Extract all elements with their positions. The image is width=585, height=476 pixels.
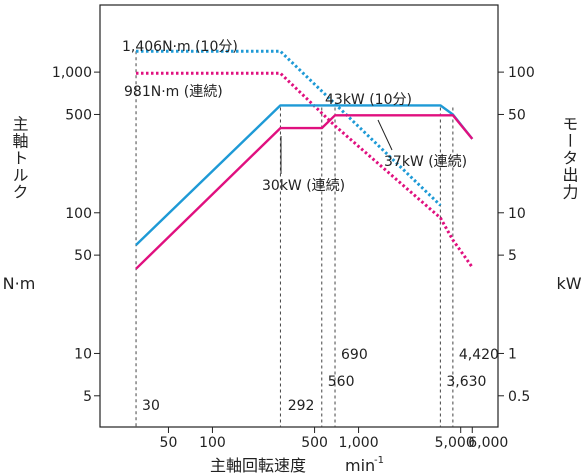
left-tick-label-2: 50 (74, 248, 92, 264)
left-tick-label-0: 5 (83, 389, 92, 405)
x-tick-label-4: 5,000 (435, 435, 475, 451)
reference-speed-label-4: 3,630 (446, 374, 486, 390)
left-axis-unit: N·m (3, 274, 36, 293)
reference-speed-label-3: 690 (341, 347, 368, 363)
right-tick-label-2: 5 (508, 248, 517, 264)
reference-speed-labels: 30 292 560 690 3,630 4,420 (142, 347, 499, 414)
series-line-1 (136, 71, 474, 269)
annotation-power-37kw: 37kW (連続) (384, 153, 467, 170)
x-tick-label-5: 6,000 (468, 435, 508, 451)
right-tick-label-4: 50 (508, 107, 526, 123)
x-axis-label: 主軸回転速度 (210, 456, 306, 475)
x-tick-label-3: 1,000 (339, 435, 379, 451)
reference-speed-lines (135, 51, 454, 427)
reference-speed-label-5: 4,420 (459, 347, 499, 363)
left-tick-label-1: 10 (74, 346, 92, 362)
right-tick-label-1: 1 (508, 346, 517, 362)
right-tick-label-0: 0.5 (508, 389, 530, 405)
left-axis-title: 主軸トルク N·m (3, 116, 36, 294)
x-tick-label-2: 500 (301, 435, 328, 451)
annotation-power-30kw: 30kW (連続) (262, 177, 345, 194)
right-axis-unit: kW (556, 274, 581, 293)
left-axis-label: 主軸トルク (10, 116, 29, 201)
right-tick-label-5: 100 (508, 65, 535, 81)
series-line-3 (135, 114, 474, 270)
x-tick-label-0: 50 (160, 435, 178, 451)
series-line-0 (136, 49, 442, 207)
x-axis-unit: min (345, 456, 375, 475)
left-tick-label-3: 100 (65, 206, 92, 222)
x-tick-label-1: 100 (199, 435, 226, 451)
series-line-2 (135, 104, 474, 246)
x-axis-unit-exponent: -1 (374, 455, 384, 466)
series-annotations: 1,406N·m (10分) 981N·m (連続) 43kW (10分) 30… (122, 39, 467, 194)
right-tick-label-3: 10 (508, 206, 526, 222)
right-axis-title: モータ出力 kW (556, 116, 581, 294)
left-tick-label-4: 500 (65, 107, 92, 123)
series-layer (135, 49, 474, 270)
reference-speed-label-0: 30 (142, 398, 160, 414)
annotation-torque-continuous: 981N·m (連続) (124, 83, 223, 100)
x-axis-title: 主軸回転速度 min -1 (210, 455, 384, 475)
left-tick-label-5: 1,000 (52, 65, 92, 81)
right-axis-label: モータ出力 (560, 116, 579, 201)
annotation-power-10min: 43kW (10分) (325, 92, 412, 108)
annotation-torque-10min: 1,406N·m (10分) (122, 39, 238, 55)
reference-speed-label-2: 560 (328, 374, 355, 390)
reference-speed-label-1: 292 (288, 398, 315, 414)
plot-frame (99, 4, 499, 428)
left-axis-ticks: 5 10 50 100 500 1,000 (52, 65, 100, 405)
leader-line-37kw (377, 119, 393, 151)
right-axis-ticks: 0.5 1 5 10 50 100 (498, 65, 535, 405)
